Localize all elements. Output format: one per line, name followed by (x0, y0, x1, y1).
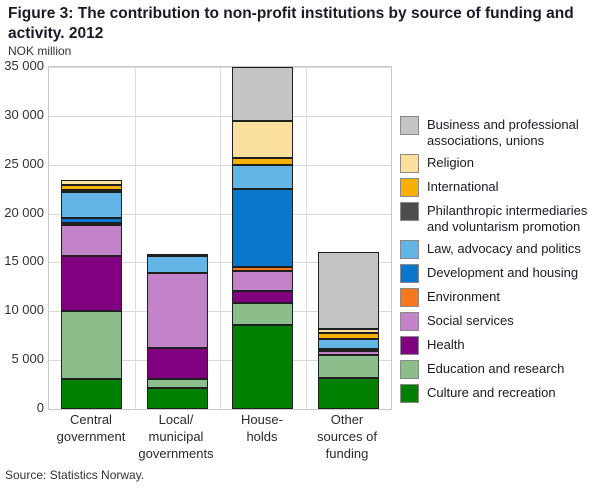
bar-segment (232, 267, 293, 271)
bar-segment (318, 339, 379, 349)
stacked-bar-households (232, 67, 293, 409)
bar-segment (61, 256, 122, 311)
bar-segment (61, 379, 122, 409)
legend-swatch-icon (400, 116, 419, 135)
bar-segment (147, 256, 208, 273)
legend-item: Development and housing (400, 264, 606, 283)
y-tick-label: 10 000 (4, 302, 44, 318)
bar-segment (147, 254, 208, 256)
legend-label: Philanthropic intermediaries and volunta… (427, 203, 588, 234)
legend-label: Law, advocacy and politics (427, 241, 581, 256)
bar-segment (61, 192, 122, 218)
legend-swatch-icon (400, 264, 419, 283)
bar-segment (147, 379, 208, 388)
y-tick-label: 25 000 (4, 155, 44, 171)
y-tick-label: 30 000 (4, 106, 44, 122)
bar-segment (232, 271, 293, 291)
legend-label: Culture and recreation (427, 385, 556, 400)
source-note: Source: Statistics Norway. (5, 468, 145, 482)
legend-label: Business and professional associations, … (427, 117, 579, 148)
category-separator (220, 67, 221, 409)
stacked-bar-local-municipal-governments (147, 254, 208, 409)
y-axis-unit-label: NOK million (8, 44, 72, 58)
legend-label: Environment (427, 289, 500, 304)
legend-item: Law, advocacy and politics (400, 240, 606, 259)
legend-swatch-icon (400, 384, 419, 403)
bar-segment (61, 180, 122, 185)
legend-swatch-icon (400, 336, 419, 355)
bar-segment (61, 225, 122, 256)
bar-segment (232, 303, 293, 325)
bar-segment (318, 378, 379, 409)
legend-label: Development and housing (427, 265, 579, 280)
bar-segment (61, 311, 122, 379)
bar-segment (318, 355, 379, 378)
legend-item: Environment (400, 288, 606, 307)
legend-label: Social services (427, 313, 514, 328)
legend-item: Social services (400, 312, 606, 331)
legend-label: Health (427, 337, 465, 352)
legend-label: Religion (427, 155, 474, 170)
bar-segment (61, 223, 122, 225)
legend-label: International (427, 179, 499, 194)
legend-label: Education and research (427, 361, 565, 376)
bar-segment (61, 218, 122, 223)
legend-swatch-icon (400, 240, 419, 259)
stacked-bar-other-sources-of-funding (318, 252, 379, 409)
figure-title: Figure 3: The contribution to non-profit… (8, 5, 574, 43)
category-separator (134, 67, 136, 409)
bar-segment (232, 189, 293, 267)
plot-area (48, 66, 392, 410)
bar-segment (318, 351, 379, 355)
legend-swatch-icon (400, 288, 419, 307)
y-tick-label: 35 000 (4, 58, 44, 73)
stacked-bar-central-government (61, 180, 122, 409)
bar-segment (318, 329, 379, 333)
bar-segment (232, 121, 293, 158)
category-separator (305, 67, 307, 409)
bar-segment (61, 190, 122, 192)
bar-segment (232, 291, 293, 303)
legend-item: Religion (400, 154, 606, 173)
legend-item: Education and research (400, 360, 606, 379)
bar-segment (318, 349, 379, 351)
bar-segment (318, 252, 379, 329)
y-tick-label: 15 000 (4, 253, 44, 269)
legend-swatch-icon (400, 312, 419, 331)
x-tick-label: House- holds (241, 412, 283, 444)
y-tick-label: 0 (36, 400, 44, 415)
y-tick-label: 20 000 (4, 204, 44, 220)
legend: Business and professional associations, … (400, 116, 606, 403)
bar-segment (61, 185, 122, 190)
legend-swatch-icon (400, 360, 419, 379)
bar-segment (232, 165, 293, 189)
legend-item: Philanthropic intermediaries and volunta… (400, 202, 606, 235)
legend-swatch-icon (400, 154, 419, 173)
bar-segment (232, 67, 293, 121)
bar-segment (318, 333, 379, 339)
legend-swatch-icon (400, 178, 419, 197)
legend-item: Culture and recreation (400, 384, 606, 403)
x-tick-label: Central government (56, 412, 126, 444)
bar-segment (147, 273, 208, 348)
legend-item: Health (400, 336, 606, 355)
bar-segment (147, 348, 208, 379)
bar-segment (147, 388, 208, 409)
legend-item: Business and professional associations, … (400, 116, 606, 149)
x-tick-label: Other sources of funding (317, 412, 377, 461)
bar-segment (232, 158, 293, 165)
bar-segment (232, 325, 293, 409)
legend-swatch-icon (400, 202, 419, 221)
y-tick-label: 5 000 (11, 351, 44, 367)
legend-item: International (400, 178, 606, 197)
x-tick-label: Local/ municipal governments (138, 412, 214, 461)
